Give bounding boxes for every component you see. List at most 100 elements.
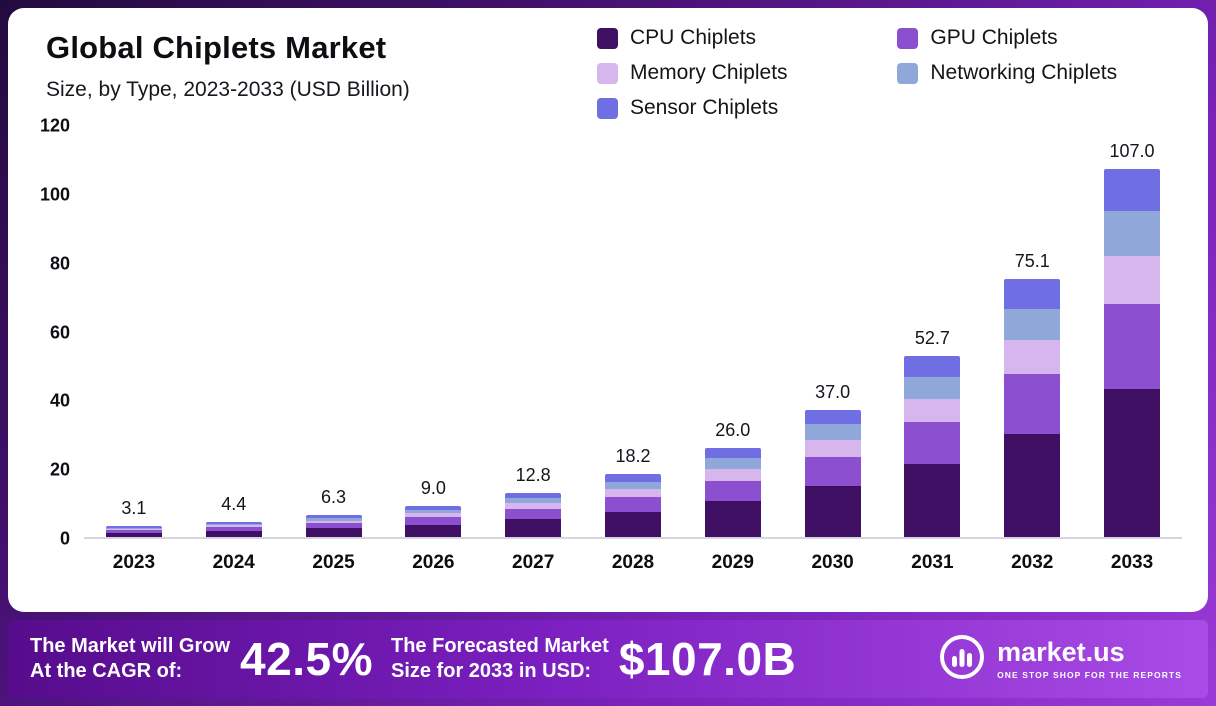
bar-segment-networking bbox=[1104, 211, 1161, 256]
x-tick-label: 2032 bbox=[1011, 552, 1054, 573]
bar-stack bbox=[505, 492, 562, 537]
bar-stack bbox=[1104, 168, 1161, 537]
bar-segment-networking bbox=[405, 509, 462, 514]
legend-swatch bbox=[897, 27, 919, 49]
cagr-label: The Market will Grow At the CAGR of: bbox=[30, 634, 230, 684]
bar-segment-sensor bbox=[1004, 278, 1061, 310]
bar-segment-memory bbox=[405, 513, 462, 518]
legend-label: Memory Chiplets bbox=[630, 61, 788, 84]
bar-segment-memory bbox=[804, 439, 861, 457]
bar-total-label: 18.2 bbox=[615, 446, 651, 467]
y-tick-label: 0 bbox=[59, 528, 70, 549]
bar-segment-sensor bbox=[105, 526, 162, 528]
legend-swatch bbox=[897, 62, 919, 84]
bar-stack bbox=[1004, 278, 1061, 537]
bar-segment-memory bbox=[505, 503, 562, 510]
chart-header: Global Chiplets Market Size, by Type, 20… bbox=[28, 22, 1182, 120]
chart-subtitle: Size, by Type, 2023-2033 (USD Billion) bbox=[46, 78, 410, 101]
legend-label: GPU Chiplets bbox=[930, 26, 1058, 49]
bar-segment-gpu bbox=[105, 530, 162, 533]
chart-card: Global Chiplets Market Size, by Type, 20… bbox=[8, 8, 1208, 612]
bar-segment-cpu bbox=[704, 501, 761, 537]
bar-column-2029: 26.0 bbox=[683, 126, 783, 537]
bar-segment-sensor bbox=[904, 355, 961, 377]
bar-stack bbox=[405, 506, 462, 537]
x-tick-label: 2029 bbox=[711, 552, 754, 573]
bar-segment-gpu bbox=[904, 422, 961, 465]
bar-segment-sensor bbox=[505, 492, 562, 499]
bar-segment-gpu bbox=[1104, 304, 1161, 390]
bar-segment-cpu bbox=[205, 530, 262, 537]
plot-main: 3.1 4.4 6.3 9.0 12.8 18.2 26.0 37.0 52.7 75.1 107.… bbox=[84, 126, 1182, 582]
bar-segment-memory bbox=[604, 489, 661, 498]
bar-segment-gpu bbox=[205, 527, 262, 531]
legend-item-memory: Memory Chiplets bbox=[597, 61, 842, 85]
bar-total-label: 3.1 bbox=[121, 498, 147, 519]
bar-segment-networking bbox=[704, 458, 761, 469]
bar-segment-sensor bbox=[1104, 168, 1161, 212]
bar-total-label: 12.8 bbox=[515, 464, 551, 485]
bar-segment-gpu bbox=[704, 480, 761, 502]
bar-segment-gpu bbox=[405, 517, 462, 525]
bar-stack bbox=[305, 515, 362, 537]
brand-tagline: ONE STOP SHOP FOR THE REPORTS bbox=[997, 669, 1182, 680]
marketus-logo-icon bbox=[939, 634, 985, 685]
bar-segment-sensor bbox=[604, 474, 661, 482]
bar-column-2026: 9.0 bbox=[383, 126, 483, 537]
plot-area: 0 20 40 60 80 100 120 3.1 4.4 6.3 9.0 12.8 18.2 26.0… bbox=[28, 116, 1182, 606]
bar-segment-networking bbox=[505, 498, 562, 504]
bar-segment-memory bbox=[704, 468, 761, 481]
y-tick-label: 20 bbox=[49, 459, 70, 480]
bar-column-2025: 6.3 bbox=[284, 126, 384, 537]
chart-title: Global Chiplets Market bbox=[46, 30, 387, 65]
bar-segment-sensor bbox=[405, 506, 462, 510]
bar-total-label: 6.3 bbox=[321, 487, 347, 508]
bar-segment-networking bbox=[604, 481, 661, 490]
x-tick-label: 2027 bbox=[512, 552, 555, 573]
x-axis: 2023 2024 2025 2026 2027 2028 2029 2030 2031 2032… bbox=[84, 552, 1182, 574]
forecast-label: The Forecasted Market Size for 2033 in U… bbox=[391, 634, 609, 684]
legend-swatch bbox=[597, 62, 618, 84]
bar-stack bbox=[604, 474, 661, 537]
bar-segment-cpu bbox=[904, 464, 961, 537]
bars: 3.1 4.4 6.3 9.0 12.8 18.2 26.0 37.0 52.7 75.1 107.… bbox=[84, 126, 1182, 539]
legend-item-sensor: Sensor Chiplets bbox=[597, 96, 842, 120]
x-tick-label: 2030 bbox=[811, 552, 854, 573]
x-tick-label: 2025 bbox=[312, 552, 355, 573]
bar-segment-memory bbox=[105, 529, 162, 531]
bar-stack bbox=[904, 355, 961, 537]
x-tick-label: 2033 bbox=[1110, 552, 1154, 573]
cagr-label-line2: At the CAGR of: bbox=[30, 660, 183, 682]
x-tick-label: 2023 bbox=[112, 552, 156, 573]
bar-total-label: 75.1 bbox=[1014, 250, 1050, 271]
y-tick-label: 60 bbox=[49, 322, 70, 342]
x-tick-label: 2028 bbox=[611, 552, 655, 573]
bar-segment-cpu bbox=[604, 511, 661, 537]
x-tick-label: 2031 bbox=[911, 552, 954, 573]
bar-segment-memory bbox=[205, 525, 262, 528]
bar-total-label: 4.4 bbox=[221, 493, 247, 514]
legend-item-networking: Networking Chiplets bbox=[897, 61, 1172, 85]
bar-segment-sensor bbox=[804, 409, 861, 425]
bar-stack bbox=[704, 447, 761, 537]
bar-segment-memory bbox=[904, 398, 961, 423]
bar-stack bbox=[105, 526, 162, 537]
bar-segment-memory bbox=[305, 520, 362, 524]
forecast-label-line2: Size for 2033 in USD: bbox=[390, 660, 592, 682]
bar-segment-gpu bbox=[1004, 374, 1061, 434]
y-tick-label: 120 bbox=[39, 115, 70, 136]
bar-column-2028: 18.2 bbox=[583, 126, 683, 537]
bar-segment-cpu bbox=[505, 519, 562, 537]
bar-segment-cpu bbox=[105, 532, 162, 537]
bar-segment-networking bbox=[804, 424, 861, 440]
x-tick-label: 2024 bbox=[212, 552, 255, 573]
bar-segment-cpu bbox=[1004, 433, 1061, 537]
bar-segment-networking bbox=[904, 377, 961, 399]
bar-total-label: 9.0 bbox=[420, 478, 446, 499]
title-block: Global Chiplets Market Size, by Type, 20… bbox=[28, 22, 410, 102]
cagr-value: 42.5% bbox=[240, 633, 373, 685]
bar-column-2024: 4.4 bbox=[184, 126, 284, 537]
x-tick-label: 2026 bbox=[412, 552, 455, 573]
legend-label: Sensor Chiplets bbox=[630, 96, 779, 119]
